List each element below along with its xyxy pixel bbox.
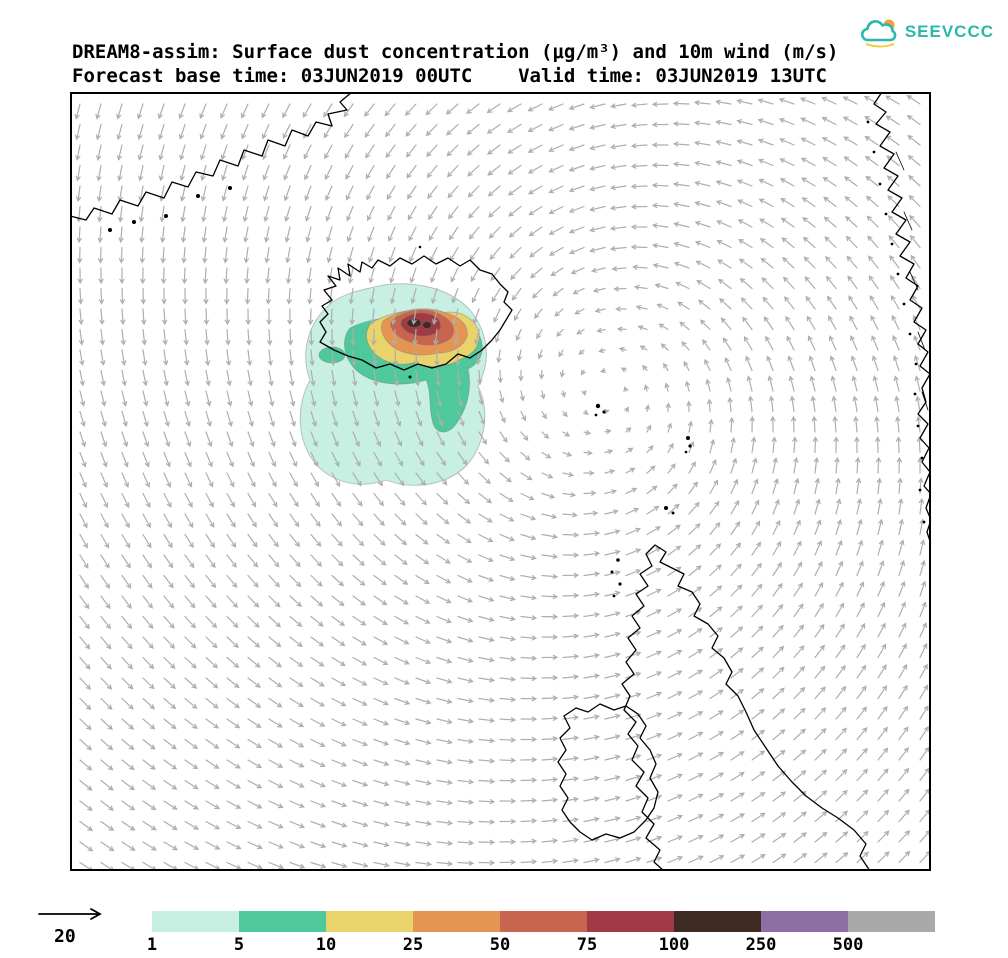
logo-text: SEEVCCC — [904, 22, 994, 41]
wind-arrow-field — [74, 94, 931, 872]
coastline-great-britain — [621, 544, 871, 872]
map-svg — [69, 91, 932, 872]
colorbar-segment — [587, 911, 674, 932]
map-area — [69, 91, 932, 872]
island-orkney — [664, 506, 668, 510]
colorbar-label: 75 — [576, 935, 598, 955]
colorbar-label: 1 — [146, 935, 158, 955]
seevccc-logo: SEEVCCC — [859, 16, 994, 48]
coastline-iceland — [319, 255, 513, 371]
colorbar-segment — [239, 911, 326, 932]
colorbar-segment — [152, 911, 239, 932]
colorbar-label: 50 — [489, 935, 511, 955]
norway-fjord-lines — [895, 151, 929, 411]
colorbar-segment — [500, 911, 587, 932]
dust-plume — [299, 283, 487, 486]
cloud-sun-icon — [860, 19, 897, 48]
colorbar-segment — [326, 911, 413, 932]
dust-contour-level-6b — [422, 321, 432, 329]
wind-reference-arrow-icon — [38, 908, 102, 920]
colorbar-segments — [152, 911, 935, 932]
colorbar-label: 5 — [233, 935, 245, 955]
colorbar-segment — [413, 911, 500, 932]
colorbar-labels: 1 5 10 25 50 75 100 250 500 — [147, 932, 935, 955]
colorbar-label: 250 — [745, 935, 777, 955]
colorbar-segment — [848, 911, 935, 932]
coastline-greenland — [69, 91, 353, 221]
chart-subtitle: Forecast base time: 03JUN2019 00UTC Vali… — [72, 65, 827, 87]
wind-reference-legend: 20 — [36, 906, 156, 947]
colorbar: 1 5 10 25 50 75 100 250 500 — [147, 911, 935, 955]
islands — [108, 120, 926, 598]
colorbar-label: 500 — [832, 935, 864, 955]
chart-titles: DREAM8-assim: Surface dust concentration… — [72, 40, 838, 88]
colorbar-label: 10 — [315, 935, 337, 955]
colorbar-label: 100 — [658, 935, 690, 955]
coastline-norway — [873, 91, 932, 545]
coastlines — [69, 91, 932, 872]
chart-title: DREAM8-assim: Surface dust concentration… — [72, 41, 839, 63]
colorbar-label: 25 — [402, 935, 424, 955]
island-faroe — [595, 403, 601, 409]
map-border — [70, 92, 931, 871]
wind-reference-value: 20 — [54, 926, 76, 947]
dust-contour-level-5 — [400, 312, 442, 337]
island-shetland — [686, 436, 690, 440]
colorbar-segment — [674, 911, 761, 932]
colorbar-segment — [761, 911, 848, 932]
wind-arrows — [74, 94, 931, 872]
coastline-ireland — [557, 703, 659, 841]
